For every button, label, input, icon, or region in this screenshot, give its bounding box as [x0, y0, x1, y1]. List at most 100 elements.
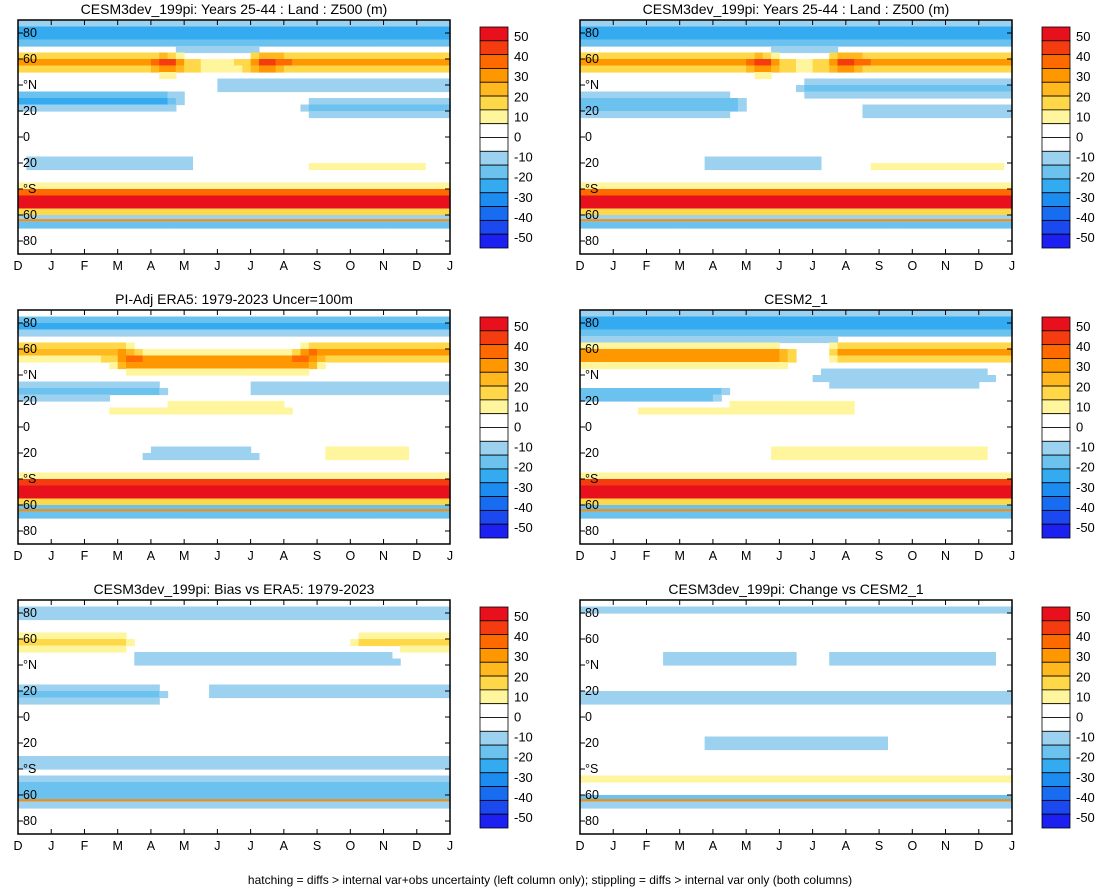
field-cell — [159, 762, 169, 770]
field-cell — [580, 202, 589, 210]
field-cell — [109, 388, 119, 396]
field-cell — [325, 498, 335, 506]
field-cell — [92, 329, 102, 337]
field-cell — [325, 485, 335, 493]
field-cell — [117, 613, 127, 621]
field-cells — [18, 606, 451, 809]
field-cell — [325, 111, 335, 119]
field-cell — [84, 104, 94, 112]
field-cell — [159, 479, 169, 487]
field-cell — [995, 111, 1005, 119]
field-cell — [308, 39, 318, 47]
field-cell — [209, 756, 218, 764]
field-cell — [987, 511, 996, 519]
field-cell — [845, 485, 855, 493]
field-cell — [737, 98, 747, 106]
field-cell — [317, 479, 326, 487]
field-cell — [837, 85, 847, 93]
field-cell — [292, 329, 302, 337]
field-cell — [945, 202, 955, 210]
field-cell — [663, 355, 672, 363]
field-cell — [333, 342, 343, 350]
field-cell — [596, 59, 606, 67]
field-cell — [209, 472, 218, 480]
field-cell — [978, 91, 988, 99]
field-cell — [937, 208, 947, 216]
field-cell — [596, 52, 606, 60]
field-cell — [76, 65, 86, 73]
field-cell — [59, 221, 69, 229]
field-cell — [441, 85, 451, 93]
field-cell — [604, 349, 614, 357]
field-cell — [126, 775, 135, 783]
field-cell — [175, 91, 185, 99]
field-cell — [26, 498, 36, 506]
field-cell — [696, 310, 706, 318]
colorbar-box — [479, 371, 509, 387]
field-cell — [995, 52, 1005, 60]
field-cell — [820, 485, 830, 493]
field-cell — [671, 329, 681, 337]
field-cell — [845, 59, 855, 67]
field-cell — [225, 208, 235, 216]
field-cell — [953, 472, 963, 480]
field-cell — [804, 453, 814, 461]
field-cell — [59, 613, 69, 621]
field-cell — [76, 329, 86, 337]
field-cell — [109, 505, 119, 513]
field-cell — [613, 606, 623, 614]
field-cell — [209, 606, 218, 614]
field-cell — [845, 33, 855, 41]
field-cell — [258, 195, 268, 203]
field-cell — [746, 511, 756, 519]
field-cell — [159, 221, 169, 229]
field-cell — [242, 472, 252, 480]
field-cell — [621, 355, 631, 363]
field-cell — [26, 801, 36, 809]
field-cell — [292, 652, 302, 660]
field-cell — [383, 795, 393, 803]
field-cell — [829, 349, 839, 357]
field-cell — [870, 33, 880, 41]
field-cell — [200, 46, 210, 54]
field-cell — [704, 511, 714, 519]
colorbar-box — [479, 496, 509, 511]
field-cell — [101, 606, 110, 614]
field-cell — [200, 329, 210, 337]
field-cell — [408, 355, 418, 363]
field-cell — [192, 368, 202, 376]
field-cell — [862, 368, 872, 376]
field-cell — [754, 39, 764, 47]
field-cell — [704, 208, 714, 216]
field-cell — [267, 323, 277, 331]
field-cell — [580, 323, 589, 331]
field-cell — [134, 762, 144, 770]
x-tick-label: D — [412, 549, 421, 563]
field-cell — [654, 39, 664, 47]
colorbar-label: 30 — [514, 69, 528, 84]
field-cell — [300, 756, 310, 764]
field-cell — [358, 65, 368, 73]
field-cell — [904, 485, 913, 493]
field-cell — [937, 26, 947, 34]
field-cell — [92, 632, 102, 640]
field-cell — [42, 329, 52, 337]
field-cell — [679, 91, 689, 99]
x-tick-label: A — [280, 259, 289, 273]
field-cell — [895, 355, 905, 363]
field-cell — [604, 20, 614, 28]
field-cell — [325, 492, 335, 500]
field-cell — [175, 59, 185, 67]
field-cell — [308, 221, 318, 229]
field-cell — [308, 111, 318, 119]
field-cell — [26, 691, 36, 699]
field-cell — [754, 401, 764, 409]
field-cell — [895, 505, 905, 513]
field-cell — [159, 472, 169, 480]
field-cell — [746, 407, 756, 415]
field-cell — [308, 316, 318, 324]
field-cell — [34, 697, 44, 705]
field-cell — [416, 26, 426, 34]
field-cell — [101, 26, 110, 34]
field-cell — [84, 613, 94, 621]
